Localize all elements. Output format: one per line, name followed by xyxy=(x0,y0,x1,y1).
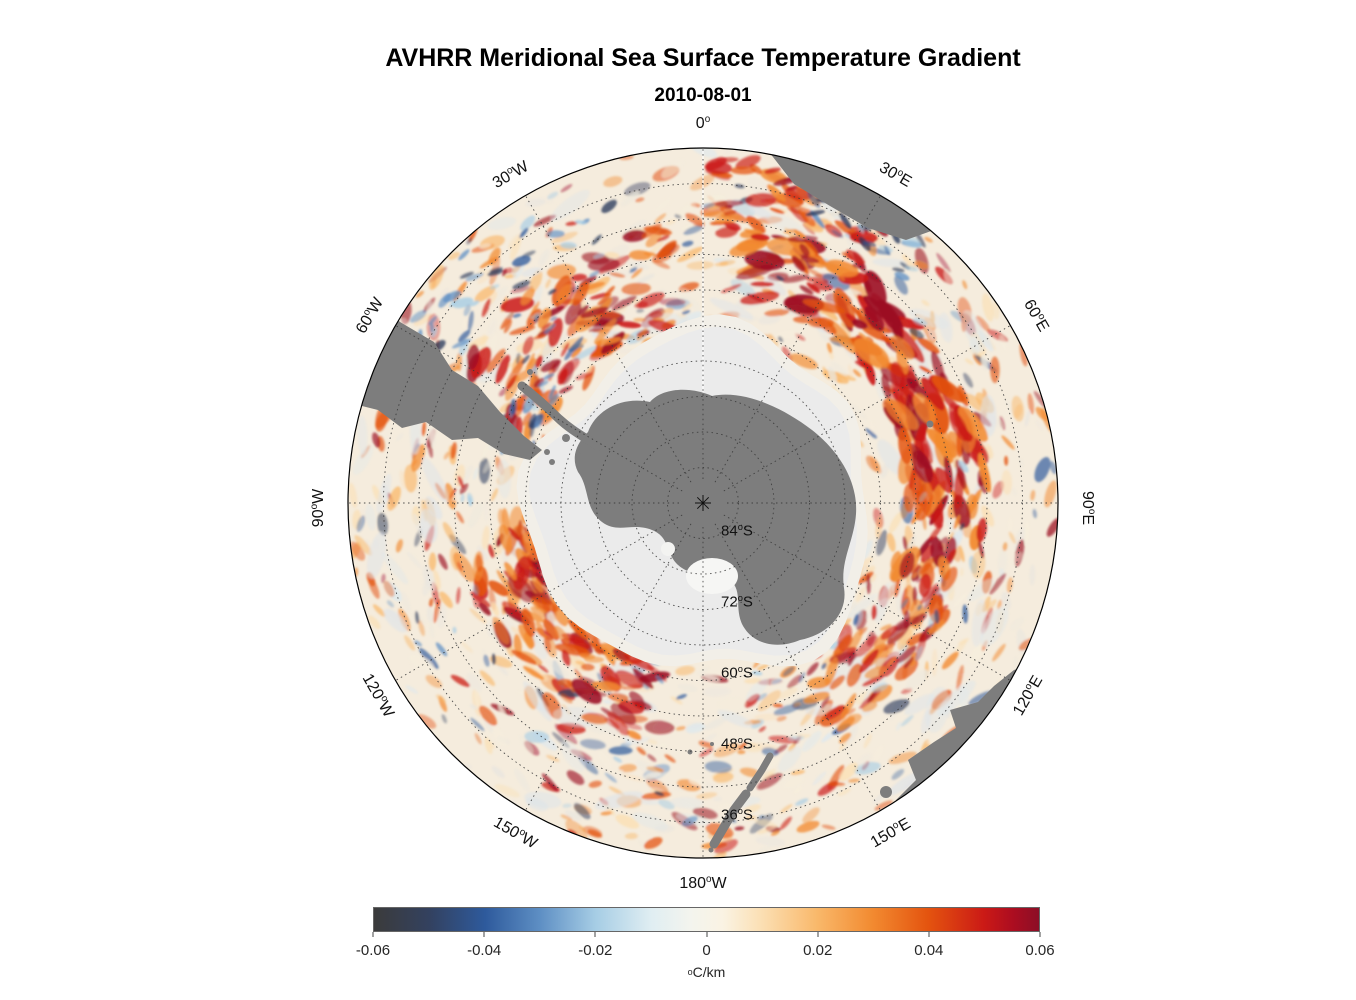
colorbar-tickmark xyxy=(1039,932,1041,937)
meridian-label: 120oE xyxy=(1009,672,1046,718)
colorbar-tickmark xyxy=(817,932,819,937)
meridian-line xyxy=(714,523,881,811)
meridian-label: 150oE xyxy=(867,814,913,851)
meridian-label: 90oW xyxy=(309,488,327,527)
island xyxy=(687,749,693,755)
island xyxy=(544,449,550,455)
colorbar-tickmark xyxy=(706,932,707,937)
parallel-label: 36oS xyxy=(721,806,753,824)
meridian-line xyxy=(525,195,692,483)
parallel-label: 72oS xyxy=(721,593,753,611)
island xyxy=(708,847,714,853)
graticule xyxy=(348,148,1058,858)
colorbar-gradient xyxy=(373,907,1040,932)
colorbar-tickmark xyxy=(372,932,374,937)
meridian-line xyxy=(525,523,692,811)
meridian-label: 30oW xyxy=(489,157,532,192)
island xyxy=(710,742,714,746)
parallel-ring xyxy=(525,325,881,681)
chart-subtitle: 2010-08-01 xyxy=(654,85,752,106)
parallel-ring xyxy=(596,396,810,610)
land-new-zealand-south xyxy=(709,789,751,849)
parallel-label: 48oS xyxy=(721,735,753,753)
degree-symbol: o xyxy=(687,967,693,977)
parallel-ring xyxy=(631,431,775,575)
colorbar-tickmark xyxy=(594,932,596,937)
island xyxy=(549,459,555,465)
colorbar-tick-label: -0.04 xyxy=(467,942,502,959)
colorbar: -0.06 -0.04 -0.02 0 0.02 0.04 0.06 oC/km xyxy=(356,907,1055,980)
colorbar-tick-label: -0.06 xyxy=(355,942,391,959)
meridian-label: 0o xyxy=(696,114,711,132)
meridian-line xyxy=(395,325,683,492)
antarctic-peninsula xyxy=(517,381,603,451)
parallel-label: 60oS xyxy=(721,664,753,682)
meridian-label: 120oW xyxy=(359,670,399,721)
colorbar-tickmark xyxy=(928,932,930,937)
colorbar-tick-label: -0.02 xyxy=(578,942,613,959)
south-pole-marker xyxy=(695,495,711,511)
parallel-ring xyxy=(667,467,739,539)
meridian-label: 60oE xyxy=(1020,296,1053,334)
land-antarctica xyxy=(574,389,857,645)
meridian-line xyxy=(723,514,1011,681)
map-boundary xyxy=(347,147,1059,859)
meridian-label: 150oW xyxy=(491,813,542,853)
map-area xyxy=(348,148,1058,858)
island xyxy=(926,420,934,428)
parallel-ring xyxy=(454,254,952,752)
land-tasmania xyxy=(880,786,892,798)
meridian-label: 30oE xyxy=(876,158,914,191)
colorbar-tick-label: 0.06 xyxy=(1025,942,1055,959)
island xyxy=(575,452,581,458)
land-new-zealand-north xyxy=(746,752,774,792)
colorbar-tick-label: 0.04 xyxy=(914,942,944,959)
meridian-line xyxy=(723,325,1011,492)
colorbar-tickmarks xyxy=(372,932,1041,940)
island xyxy=(527,369,533,375)
meridian-line xyxy=(714,195,881,483)
colorbar-unit-label: oC/km xyxy=(687,964,726,980)
ice-shelf xyxy=(661,542,675,556)
meridian-line xyxy=(395,514,683,681)
chart-title: AVHRR Meridional Sea Surface Temperature… xyxy=(385,44,1021,72)
colorbar-tick-label: 0.02 xyxy=(803,942,833,959)
meridian-label: 60oW xyxy=(352,294,387,337)
island xyxy=(562,434,570,442)
parallel-ring xyxy=(489,289,917,717)
meridian-label: 90oE xyxy=(1079,491,1097,525)
colorbar-ticks: -0.06 -0.04 -0.02 0 0.02 0.04 0.06 xyxy=(356,940,1055,962)
colorbar-tick-label: 0 xyxy=(702,942,711,959)
colorbar-tickmark xyxy=(483,932,485,937)
parallel-label: 84oS xyxy=(721,522,753,540)
meridian-label: 180oW xyxy=(679,874,727,892)
ice-shelf xyxy=(686,558,738,594)
